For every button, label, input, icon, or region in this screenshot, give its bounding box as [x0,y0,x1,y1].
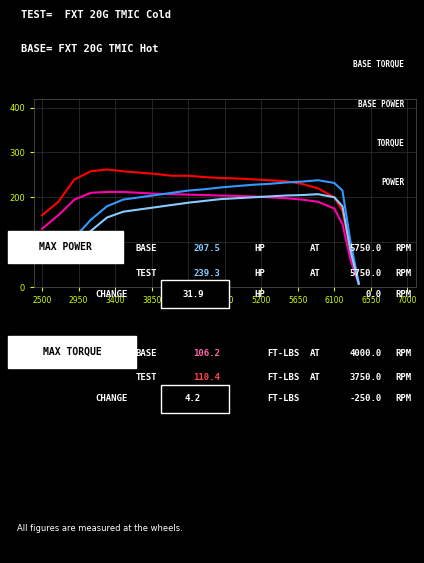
Text: RPM: RPM [395,269,411,278]
Text: 4.2: 4.2 [185,395,201,404]
Text: All figures are measured at the wheels.: All figures are measured at the wheels. [17,524,183,533]
Text: AT: AT [310,349,320,358]
Text: 31.9: 31.9 [182,290,204,299]
Text: 5750.0: 5750.0 [349,244,382,253]
Text: 239.3: 239.3 [194,269,220,278]
FancyBboxPatch shape [161,280,229,308]
Text: FT-LBS: FT-LBS [267,395,299,404]
Text: 0.0: 0.0 [365,290,382,299]
Text: FT-LBS: FT-LBS [267,373,299,382]
Text: POWER: POWER [381,178,404,187]
Text: ROOM TEMP: 55°: ROOM TEMP: 55° [282,74,347,83]
Text: FT-LBS: FT-LBS [267,349,299,358]
FancyBboxPatch shape [8,336,136,368]
Text: BASE TORQUE: BASE TORQUE [353,60,404,69]
Text: HP: HP [254,269,265,278]
Text: RPM: RPM [395,244,411,253]
Text: 110.4: 110.4 [194,373,220,382]
Text: -250.0: -250.0 [349,395,382,404]
Text: 3750.0: 3750.0 [349,373,382,382]
Text: BASE=  IAT 115°: BASE= IAT 115° [42,92,111,101]
Text: 106.2: 106.2 [194,349,220,358]
Text: BASE= FXT 20G TMIC Hot: BASE= FXT 20G TMIC Hot [21,44,159,54]
Text: RPM: RPM [395,395,411,404]
FancyBboxPatch shape [8,231,123,263]
Text: HUMIDITY: 70%: HUMIDITY: 70% [167,92,228,101]
Text: 5750.0: 5750.0 [349,269,382,278]
Text: AT: AT [310,244,320,253]
Text: RPM: RPM [395,290,411,299]
Text: 207.5: 207.5 [194,244,220,253]
Text: BASE POWER: BASE POWER [358,100,404,109]
Text: TEST=  IAT 64°: TEST= IAT 64° [42,74,106,83]
Text: CHANGE: CHANGE [95,290,127,299]
FancyBboxPatch shape [161,385,229,413]
Text: MAX POWER: MAX POWER [39,242,92,252]
Text: 4000.0: 4000.0 [349,349,382,358]
Text: HP: HP [254,290,265,299]
Text: TORQUE: TORQUE [377,139,404,148]
Text: MAX TORQUE: MAX TORQUE [43,347,101,357]
Text: TEST=  FXT 20G TMIC Cold: TEST= FXT 20G TMIC Cold [21,10,171,20]
Text: HUMIDITY: 70%: HUMIDITY: 70% [167,74,228,83]
Text: RPM: RPM [395,349,411,358]
Text: CHANGE: CHANGE [95,395,127,404]
Text: BASE: BASE [135,244,157,253]
Text: TEST: TEST [135,373,157,382]
Text: AT: AT [310,373,320,382]
Text: AT: AT [310,269,320,278]
Text: HP: HP [254,244,265,253]
Text: TEST: TEST [135,269,157,278]
Text: ROOM TEMP: 55°: ROOM TEMP: 55° [282,92,347,101]
Text: BASE: BASE [135,349,157,358]
Text: RPM: RPM [395,373,411,382]
